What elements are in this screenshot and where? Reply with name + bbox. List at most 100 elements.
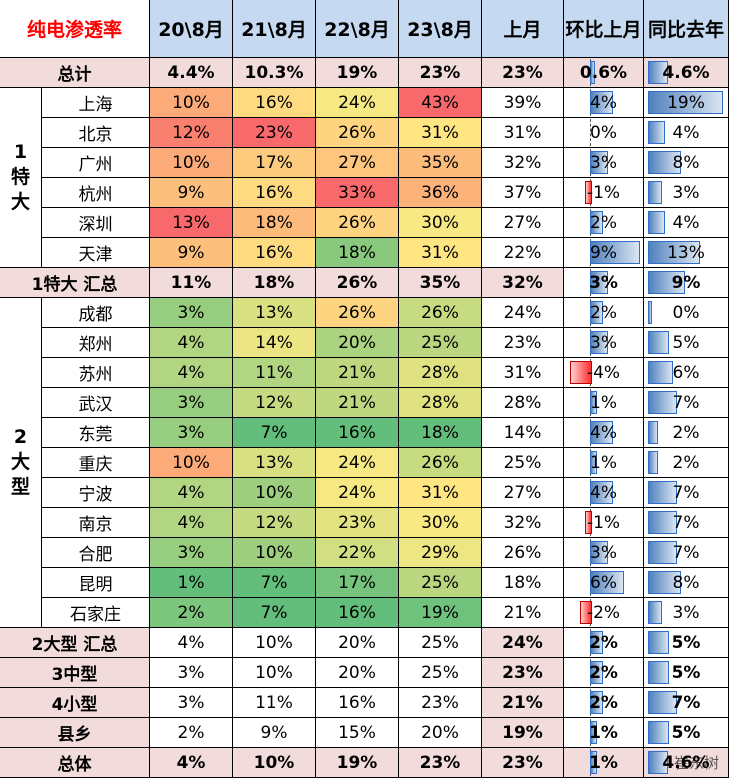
cell-value: 21% [502, 692, 543, 713]
data-cell: 4% [150, 748, 233, 778]
cell-value: 37% [503, 182, 542, 203]
cell-value: 12% [255, 512, 293, 533]
cell-value: 16% [255, 182, 293, 203]
cell-value: 0.6% [579, 62, 628, 83]
cell-value: 4% [590, 92, 617, 113]
data-cell: 16% [316, 598, 399, 628]
data-cell: 19% [399, 598, 482, 628]
data-cell: 18% [233, 208, 316, 238]
data-cell: 26% [316, 298, 399, 328]
data-cell: 31% [482, 358, 564, 388]
cell-value: 9% [177, 182, 205, 203]
cell-value: 11% [255, 692, 293, 713]
cell-value: 3% [177, 422, 205, 443]
cell-value: 23% [419, 752, 461, 773]
data-cell: 27% [482, 208, 564, 238]
cell-value: 8% [672, 152, 700, 173]
data-bar [648, 421, 658, 444]
data-cell: 31% [399, 238, 482, 268]
yoy-cell: 13% [644, 238, 729, 268]
data-cell: 11% [150, 268, 233, 298]
cell-value: 5% [672, 332, 700, 353]
cell-value: 39% [503, 92, 542, 113]
row-label: 广州 [42, 148, 150, 178]
cell-value: 9% [177, 242, 205, 263]
data-bar [590, 211, 603, 234]
data-cell: 19% [482, 718, 564, 748]
data-cell: 2% [150, 718, 233, 748]
cell-value: 43% [421, 92, 459, 113]
cell-value: 4% [177, 362, 205, 383]
yoy-cell: 0% [644, 298, 729, 328]
mom-cell: 1% [564, 388, 644, 418]
row-label: 杭州 [42, 178, 150, 208]
cell-value: 25% [421, 332, 459, 353]
cell-value: 13% [255, 302, 293, 323]
cell-value: 20% [338, 632, 376, 653]
cell-value: 10% [255, 482, 293, 503]
data-bar [590, 391, 598, 414]
cell-value: 24% [338, 482, 376, 503]
cell-value: 31% [503, 362, 542, 383]
cell-value: -1% [586, 182, 621, 203]
cell-value: 30% [421, 512, 459, 533]
mom-cell: 2% [564, 298, 644, 328]
mom-cell: 0.6% [564, 58, 644, 88]
data-bar [648, 721, 670, 744]
data-cell: 20% [399, 718, 482, 748]
data-bar [648, 631, 670, 654]
cell-value: 3% [672, 182, 700, 203]
data-cell: 23% [482, 328, 564, 358]
cell-value: 18% [503, 572, 542, 593]
data-cell: 26% [316, 268, 399, 298]
mom-cell: 3% [564, 268, 644, 298]
data-cell: 19% [316, 748, 399, 778]
data-cell: 18% [233, 268, 316, 298]
cell-value: 7% [672, 482, 700, 503]
data-cell: 18% [316, 238, 399, 268]
cell-value: 30% [421, 212, 459, 233]
column-header: 21\8月 [233, 0, 316, 58]
yoy-cell: 3% [644, 178, 729, 208]
data-cell: 10% [150, 448, 233, 478]
mom-cell: 0% [564, 118, 644, 148]
data-bar [590, 271, 608, 294]
cell-value: 2% [672, 452, 700, 473]
cell-value: 5% [671, 632, 701, 653]
column-header: 环比上月 [564, 0, 644, 58]
mom-cell: 2% [564, 688, 644, 718]
data-bar [648, 301, 652, 324]
cell-value: 23% [421, 692, 459, 713]
column-header: 同比去年 [644, 0, 729, 58]
row-label: 1特大 汇总 [0, 268, 150, 298]
row-label: 总计 [0, 58, 150, 88]
data-cell: 29% [399, 538, 482, 568]
cell-value: 1% [177, 572, 205, 593]
data-bar [648, 121, 666, 144]
cell-value: 8% [672, 572, 700, 593]
data-cell: 31% [482, 118, 564, 148]
data-cell: 10% [233, 538, 316, 568]
group-label-char: 型 [10, 476, 30, 498]
data-bar [648, 271, 685, 294]
cell-value: 18% [338, 242, 376, 263]
cell-value: 23% [502, 752, 543, 773]
data-cell: 13% [233, 298, 316, 328]
cell-value: 10.3% [244, 62, 304, 83]
cell-value: 10% [255, 542, 293, 563]
group-label-char: 大 [10, 451, 30, 473]
row-label: 2大型 汇总 [0, 628, 150, 658]
data-bar [648, 451, 658, 474]
data-cell: 21% [316, 388, 399, 418]
yoy-cell: 6% [644, 358, 729, 388]
cell-value: 4% [176, 752, 206, 773]
cell-value: 2% [590, 302, 617, 323]
yoy-cell: 7% [644, 388, 729, 418]
cell-value: 19% [336, 752, 378, 773]
cell-value: 3% [177, 692, 205, 713]
data-cell: 25% [399, 328, 482, 358]
cell-value: 35% [419, 272, 461, 293]
row-label: 宁波 [42, 478, 150, 508]
data-cell: 4% [150, 478, 233, 508]
mom-cell: -1% [564, 178, 644, 208]
